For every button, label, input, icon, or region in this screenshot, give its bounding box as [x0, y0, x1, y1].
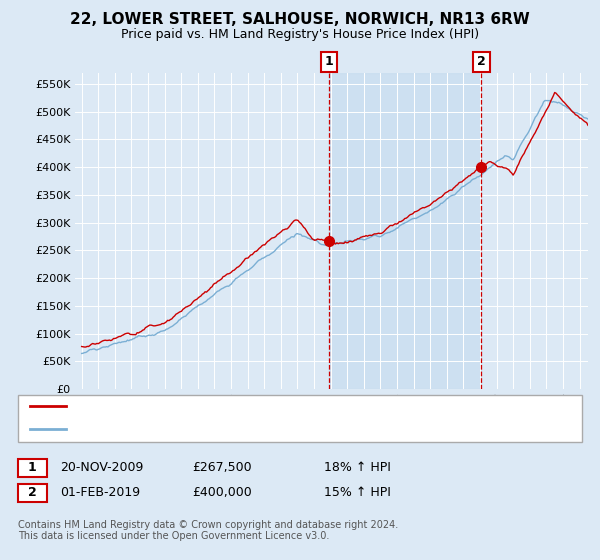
Text: 1: 1 [325, 55, 333, 68]
Text: 2: 2 [477, 55, 486, 68]
Text: 2: 2 [28, 486, 37, 500]
Text: £400,000: £400,000 [192, 486, 252, 500]
Text: 20-NOV-2009: 20-NOV-2009 [60, 461, 143, 474]
Text: Contains HM Land Registry data © Crown copyright and database right 2024.
This d: Contains HM Land Registry data © Crown c… [18, 520, 398, 542]
Text: 01-FEB-2019: 01-FEB-2019 [60, 486, 140, 500]
Text: £267,500: £267,500 [192, 461, 251, 474]
Text: 18% ↑ HPI: 18% ↑ HPI [324, 461, 391, 474]
Text: 1: 1 [28, 461, 37, 474]
Text: 22, LOWER STREET, SALHOUSE, NORWICH, NR13 6RW: 22, LOWER STREET, SALHOUSE, NORWICH, NR1… [70, 12, 530, 27]
Text: HPI: Average price, detached house, Broadland: HPI: Average price, detached house, Broa… [72, 424, 335, 433]
Text: Price paid vs. HM Land Registry's House Price Index (HPI): Price paid vs. HM Land Registry's House … [121, 28, 479, 41]
Bar [329, 73, 481, 389]
Text: 15% ↑ HPI: 15% ↑ HPI [324, 486, 391, 500]
Text: 22, LOWER STREET, SALHOUSE, NORWICH, NR13 6RW (detached house): 22, LOWER STREET, SALHOUSE, NORWICH, NR1… [72, 402, 476, 411]
